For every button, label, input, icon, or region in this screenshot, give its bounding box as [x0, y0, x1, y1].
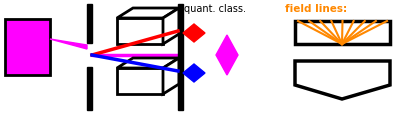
- Polygon shape: [5, 20, 50, 75]
- Text: field lines:: field lines:: [285, 4, 347, 14]
- Polygon shape: [163, 9, 179, 45]
- Polygon shape: [87, 5, 92, 44]
- Polygon shape: [50, 40, 87, 50]
- Polygon shape: [87, 67, 92, 110]
- Polygon shape: [216, 36, 238, 75]
- Polygon shape: [183, 64, 205, 82]
- Text: quant. class.: quant. class.: [184, 4, 246, 14]
- Polygon shape: [117, 59, 179, 68]
- Polygon shape: [183, 25, 205, 43]
- Polygon shape: [163, 59, 179, 94]
- Polygon shape: [178, 5, 183, 110]
- Polygon shape: [117, 9, 179, 19]
